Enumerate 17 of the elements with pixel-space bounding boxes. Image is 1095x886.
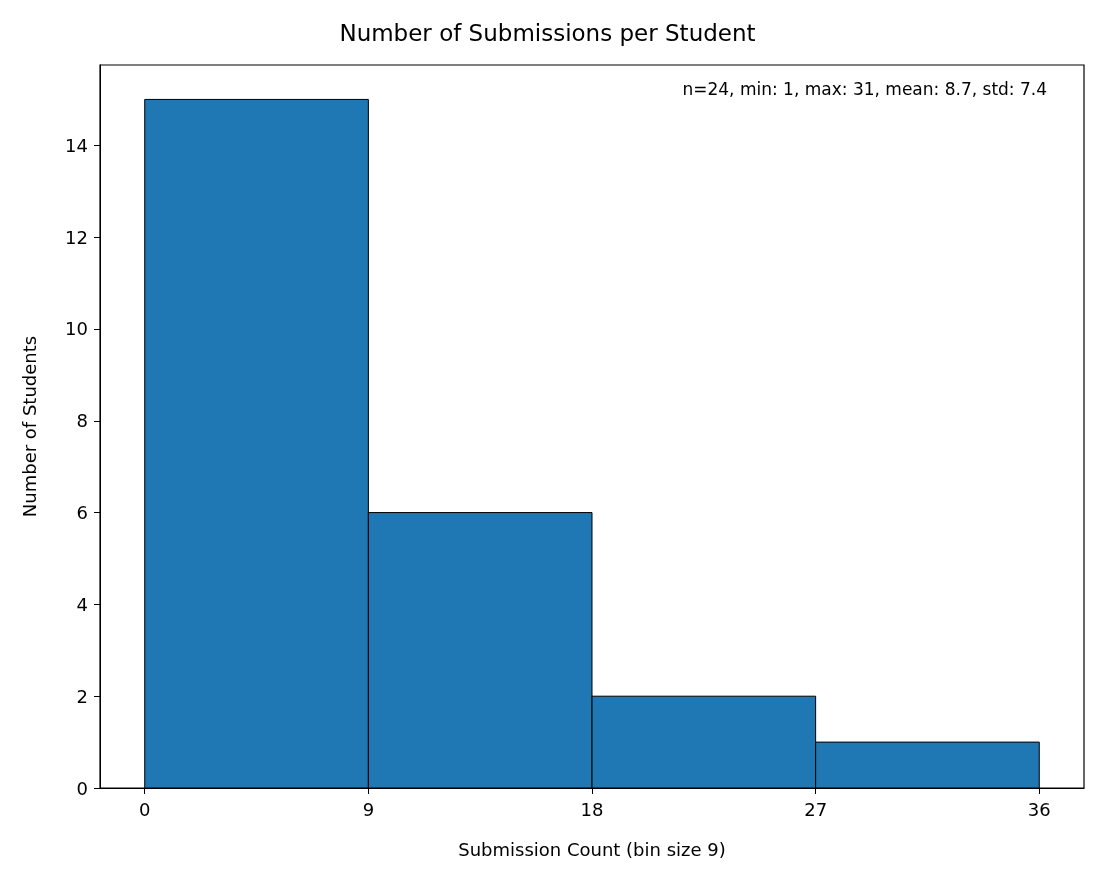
- y-tick-label: 0: [76, 777, 88, 799]
- x-tick-label: 27: [804, 798, 828, 820]
- y-tick-label: 8: [76, 410, 88, 432]
- x-tick-label: 18: [580, 798, 604, 820]
- x-tick-label: 36: [1027, 798, 1051, 820]
- y-axis-title: Number of Students: [18, 335, 40, 518]
- y-tick-label: 6: [76, 502, 88, 524]
- y-tick-label: 12: [65, 226, 88, 248]
- x-tick-label: 0: [139, 798, 151, 820]
- y-tick-label: 14: [65, 134, 88, 156]
- y-tick-label: 10: [65, 318, 88, 340]
- x-axis-title: Submission Count (bin size 9): [458, 838, 726, 860]
- chart-title: Number of Submissions per Student: [339, 19, 756, 46]
- y-tick-label: 4: [76, 593, 88, 615]
- annotation: n=24, min: 1, max: 31, mean: 8.7, std: 7.4: [682, 78, 1047, 99]
- x-tick-label: 9: [362, 798, 375, 820]
- y-tick-label: 2: [76, 685, 88, 707]
